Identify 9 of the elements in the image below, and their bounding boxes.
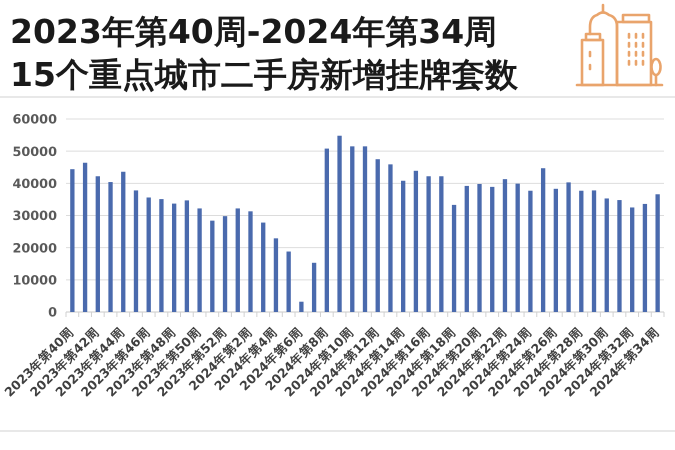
y-tick-label: 40000 [12,176,58,192]
y-tick-label: 30000 [12,209,58,224]
y-tick-label: 0 [48,306,58,321]
y-tick-label: 20000 [12,241,58,256]
y-tick-label: 60000 [12,112,58,128]
y-tick-label: 50000 [12,144,58,160]
y-tick-label: 10000 [12,273,58,288]
subtitle: 15个重点城市二手房新增挂牌套数 [10,55,518,94]
title: 2023年第40周-2024年第34周 [10,12,498,51]
